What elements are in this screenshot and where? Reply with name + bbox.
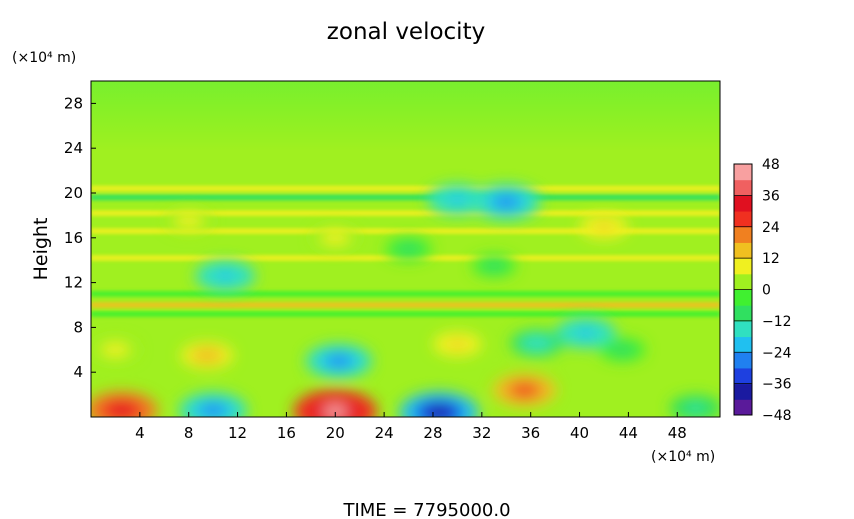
x-tick-label: 40 — [570, 424, 589, 442]
y-tick-label: 16 — [64, 229, 83, 247]
velocity-feature-peak — [181, 217, 196, 225]
velocity-feature-peak — [199, 351, 216, 360]
velocity-feature-peak — [216, 271, 235, 281]
y-axis: 4 8 12 16 20 24 28 — [64, 94, 96, 381]
plot-frame — [90, 80, 721, 418]
colorbar-segment — [734, 367, 752, 385]
horizontal-band — [91, 302, 720, 308]
colorbar-segment — [734, 289, 752, 306]
colorbar-segment — [734, 164, 752, 181]
x-tick-label: 48 — [668, 424, 687, 442]
y-tick-label: 24 — [64, 139, 83, 157]
x-tick-label: 12 — [228, 424, 247, 442]
velocity-feature-peak — [401, 245, 416, 253]
chart-title: zonal velocity — [327, 19, 485, 45]
x-tick-label: 8 — [184, 424, 194, 442]
velocity-feature-peak — [687, 404, 704, 412]
velocity-feature-peak — [495, 196, 517, 208]
colorbar-segment — [734, 305, 752, 322]
velocity-feature-peak — [528, 338, 545, 348]
colorbar: 48 36 24 12 0 −12 −24 −36 −48 — [733, 157, 792, 424]
colorbar-tick-label: −36 — [762, 377, 792, 393]
colorbar-segment — [734, 179, 752, 196]
colorbar-tick-label: 24 — [762, 220, 780, 236]
velocity-feature-peak — [487, 262, 501, 270]
velocity-feature-peak — [596, 222, 612, 231]
upper-sheen — [91, 81, 720, 151]
y-tick-label: 20 — [64, 184, 83, 202]
y-tick-label: 8 — [73, 318, 83, 336]
colorbar-segment — [734, 399, 752, 416]
colorbar-segment — [734, 273, 752, 290]
colorbar-segment — [734, 211, 752, 228]
colorbar-tick-label: 48 — [762, 157, 780, 173]
x-axis: 4 8 12 16 20 24 28 32 36 40 44 48 — [135, 412, 687, 442]
colorbar-segment — [734, 258, 752, 275]
horizontal-band — [91, 210, 720, 217]
velocity-feature-peak — [576, 328, 595, 338]
x-tick-label: 4 — [135, 424, 145, 442]
colorbar-segment — [734, 383, 752, 400]
colorbar-tick-label: −24 — [762, 345, 792, 361]
x-tick-label: 20 — [326, 424, 345, 442]
colorbar-tick-label: 36 — [762, 188, 780, 204]
velocity-feature-peak — [615, 346, 630, 354]
colorbar-segment — [734, 226, 752, 243]
horizontal-band — [91, 228, 720, 235]
y-axis-unit: (×10⁴ m) — [12, 50, 76, 66]
velocity-feature-peak — [328, 355, 349, 367]
horizontal-band — [91, 194, 720, 201]
velocity-feature-peak — [328, 234, 343, 242]
colorbar-tick-label: −12 — [762, 314, 792, 330]
velocity-feature-peak — [110, 404, 133, 416]
velocity-feature-peak — [514, 385, 535, 396]
colorbar-tick-label: 12 — [762, 251, 780, 267]
colorbar-segment — [734, 320, 752, 338]
x-tick-label: 36 — [521, 424, 540, 442]
velocity-feature-peak — [322, 404, 348, 417]
colorbar-segment — [734, 352, 752, 369]
x-tick-label: 24 — [375, 424, 394, 442]
y-tick-label: 4 — [73, 363, 83, 381]
colorbar-segment — [734, 336, 752, 353]
time-footer: TIME = 7795000.0 — [342, 500, 510, 519]
colorbar-segment — [734, 195, 752, 212]
y-tick-label: 28 — [64, 94, 83, 112]
horizontal-band — [91, 290, 720, 297]
colorbar-tick-label: 0 — [762, 283, 771, 299]
x-tick-label: 32 — [472, 424, 491, 442]
velocity-feature-peak — [450, 340, 465, 348]
velocity-feature-peak — [202, 404, 224, 416]
velocity-feature-peak — [108, 346, 123, 354]
x-tick-label: 16 — [277, 424, 296, 442]
y-tick-label: 12 — [64, 274, 83, 292]
x-tick-label: 44 — [619, 424, 638, 442]
y-axis-label: Height — [30, 218, 52, 281]
velocity-feature-peak — [448, 195, 467, 205]
x-axis-unit: (×10⁴ m) — [651, 449, 715, 465]
colorbar-segment — [734, 242, 752, 259]
velocity-features — [91, 184, 720, 417]
colorbar-tick-label: −48 — [762, 408, 792, 424]
plot-area — [91, 81, 720, 417]
horizontal-band — [91, 185, 720, 192]
x-tick-label: 28 — [423, 424, 442, 442]
horizontal-band — [91, 310, 720, 317]
